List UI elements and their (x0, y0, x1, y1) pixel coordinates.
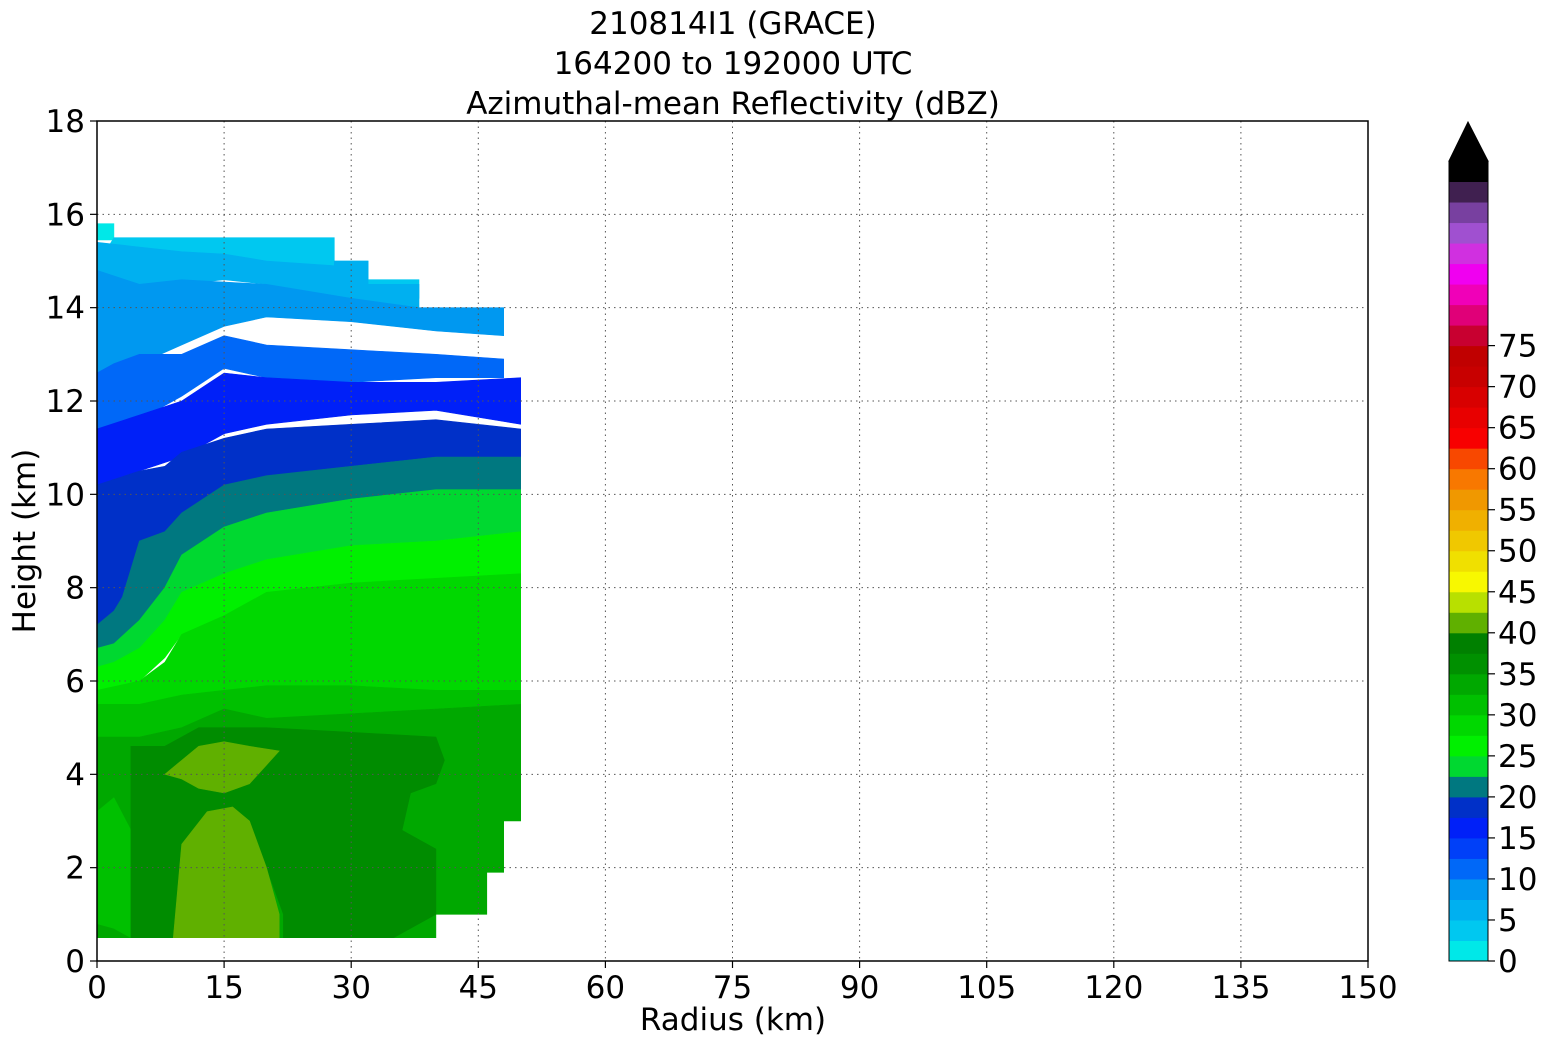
colorbar-band-17 (1449, 591, 1488, 613)
y-tick-label-18: 18 (46, 104, 85, 140)
colorbar-tick-label-45: 45 (1498, 575, 1537, 611)
colorbar-tick-label-70: 70 (1498, 370, 1537, 406)
y-axis-label: Height (km) (7, 449, 43, 634)
colorbar-band-5 (1449, 837, 1488, 859)
y-tick-label-14: 14 (46, 291, 85, 327)
colorbar-band-29 (1449, 345, 1488, 367)
colorbar-tick-label-30: 30 (1498, 698, 1537, 734)
colorbar-extend-arrow (1448, 120, 1489, 162)
colorbar-band-0 (1449, 940, 1488, 962)
x-tick-label-0: 0 (87, 970, 107, 1006)
colorbar-band-35 (1449, 222, 1488, 244)
x-axis-label: Radius (km) (640, 1002, 826, 1038)
y-axis-ticks: 0 2 4 6 8 10 12 14 16 18 (46, 104, 97, 980)
colorbar-band-36 (1449, 202, 1488, 224)
colorbar-band-20 (1449, 530, 1488, 552)
colorbar-tick-label-40: 40 (1498, 616, 1537, 652)
chart-title: 210814I1 (GRACE) 164200 to 192000 UTC Az… (466, 6, 1000, 122)
x-tick-label-30: 30 (331, 970, 370, 1006)
colorbar-band-16 (1449, 612, 1488, 634)
colorbar-band-4 (1449, 858, 1488, 880)
colorbar-tick-label-0: 0 (1498, 944, 1518, 980)
contour-level-16-16 (164, 741, 280, 794)
title-line-2: 164200 to 192000 UTC (554, 46, 913, 82)
colorbar-band-1 (1449, 919, 1488, 941)
colorbar-tick-label-65: 65 (1498, 411, 1537, 447)
x-tick-label-45: 45 (459, 970, 498, 1006)
colorbar-band-25 (1449, 427, 1488, 449)
y-tick-label-2: 2 (65, 851, 85, 887)
x-tick-label-15: 15 (204, 970, 243, 1006)
colorbar-band-21 (1449, 509, 1488, 531)
contour-level-3-3 (97, 269, 505, 379)
y-tick-label-8: 8 (65, 571, 85, 607)
contour-level-9-9 (97, 531, 522, 696)
x-tick-label-120: 120 (1084, 970, 1143, 1006)
colorbar-tick-label-75: 75 (1498, 329, 1537, 365)
colorbar-band-38 (1449, 161, 1488, 183)
y-tick-label-0: 0 (65, 944, 85, 980)
colorbar-ticks: 0 5 10 15 20 25 30 35 40 45 50 55 60 65 70 75 (1488, 329, 1537, 980)
colorbar-band-33 (1449, 263, 1488, 285)
colorbar-band-24 (1449, 448, 1488, 470)
title-line-3: Azimuthal-mean Reflectivity (dBZ) (466, 86, 1000, 122)
colorbar-band-11 (1449, 714, 1488, 736)
y-tick-label-12: 12 (46, 384, 85, 420)
colorbar-band-37 (1449, 181, 1488, 203)
colorbar-band-19 (1449, 550, 1488, 572)
colorbar-band-8 (1449, 776, 1488, 798)
x-tick-label-105: 105 (957, 970, 1016, 1006)
contour-level-0-0 (97, 223, 115, 241)
colorbar-tick-label-15: 15 (1498, 821, 1537, 857)
colorbar-band-26 (1449, 407, 1488, 429)
colorbar-band-10 (1449, 735, 1488, 757)
colorbar-tick-label-35: 35 (1498, 657, 1537, 693)
colorbar-band-12 (1449, 694, 1488, 716)
x-axis-ticks: 0 15 30 45 60 75 90 105 120 135 150 (87, 961, 1398, 1006)
colorbar-band-7 (1449, 796, 1488, 818)
colorbar-band-18 (1449, 571, 1488, 593)
x-tick-label-75: 75 (713, 970, 752, 1006)
contour-level-4-4 (97, 335, 505, 430)
x-tick-label-150: 150 (1338, 970, 1397, 1006)
grid-lines (97, 121, 1368, 961)
colorbar-band-27 (1449, 386, 1488, 408)
colorbar-band-15 (1449, 632, 1488, 654)
colorbar-band-6 (1449, 817, 1488, 839)
contour-level-15-15 (172, 806, 280, 939)
colorbar-tick-label-50: 50 (1498, 534, 1537, 570)
colorbar-bands (1449, 161, 1488, 962)
colorbar-tick-label-10: 10 (1498, 862, 1537, 898)
colorbar-tick-label-55: 55 (1498, 493, 1537, 529)
colorbar-band-31 (1449, 304, 1488, 326)
x-tick-label-90: 90 (840, 970, 879, 1006)
y-tick-label-4: 4 (65, 757, 85, 793)
y-tick-label-10: 10 (46, 477, 85, 513)
colorbar-band-2 (1449, 899, 1488, 921)
colorbar-band-22 (1449, 489, 1488, 511)
y-tick-label-16: 16 (46, 197, 85, 233)
colorbar-tick-label-5: 5 (1498, 903, 1518, 939)
plot-area: 0 15 30 45 60 75 90 105 120 135 150 0 2 4 6 8 10 12 14 16 1… (46, 104, 1398, 1006)
colorbar-tick-label-20: 20 (1498, 780, 1537, 816)
colorbar-band-28 (1449, 366, 1488, 388)
colorbar-band-34 (1449, 243, 1488, 265)
colorbar-band-9 (1449, 755, 1488, 777)
title-line-1: 210814I1 (GRACE) (589, 6, 876, 42)
y-tick-label-6: 6 (65, 664, 85, 700)
colorbar-band-14 (1449, 653, 1488, 675)
x-tick-label-60: 60 (586, 970, 625, 1006)
colorbar-band-30 (1449, 325, 1488, 347)
colorbar: 0 5 10 15 20 25 30 35 40 45 50 55 60 65 70 75 (1448, 120, 1537, 980)
colorbar-tick-label-25: 25 (1498, 739, 1537, 775)
colorbar-frame (1448, 160, 1489, 962)
colorbar-band-23 (1449, 468, 1488, 490)
colorbar-tick-label-60: 60 (1498, 452, 1537, 488)
colorbar-band-13 (1449, 673, 1488, 695)
colorbar-band-3 (1449, 878, 1488, 900)
x-tick-label-135: 135 (1211, 970, 1270, 1006)
colorbar-band-32 (1449, 284, 1488, 306)
